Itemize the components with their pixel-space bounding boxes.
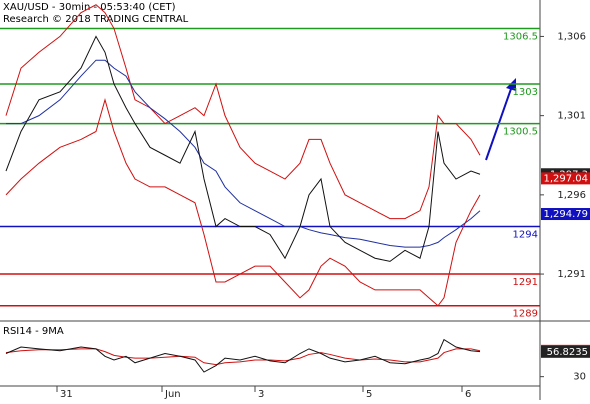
y-tick-label: 30	[573, 372, 586, 383]
x-tick-label: Jun	[164, 389, 181, 400]
level-label: 1306.5	[503, 32, 538, 43]
y-tick-label: 1,296	[557, 190, 586, 201]
x-tick-label: 3	[258, 389, 264, 400]
level-label: 1294	[513, 230, 538, 241]
level-label: 1300.5	[503, 127, 538, 138]
price-tag	[541, 345, 590, 358]
chart-subtitle: Research © 2018 TRADING CENTRAL	[3, 14, 189, 25]
price-tag-label: 1,294.79	[543, 209, 588, 220]
series-line	[5, 338, 481, 373]
level-label: 1291	[513, 277, 538, 288]
level-label: 1303	[513, 87, 538, 98]
y-tick-label: 1,301	[557, 111, 586, 122]
price-tag-label: 1,297.04	[543, 173, 588, 184]
level-label: 1289	[513, 309, 538, 320]
series-line	[5, 35, 481, 262]
series-line	[5, 348, 481, 366]
series-line	[5, 4, 481, 220]
series-line	[6, 59, 481, 248]
price-tag-label: 56.8235	[547, 347, 588, 358]
x-tick-label: 5	[366, 389, 372, 400]
rsi-title: RSI14 - 9MA	[3, 326, 64, 337]
x-tick-label: 31	[60, 389, 73, 400]
price-tag	[541, 208, 590, 221]
price-tag	[541, 172, 590, 185]
series-line	[5, 97, 481, 307]
x-tick-label: 6	[465, 389, 471, 400]
chart-title: XAU/USD - 30min - 05:53:40 (CET)	[3, 2, 176, 13]
y-tick-label: 1,291	[557, 269, 586, 280]
y-tick-label: 1,306	[557, 31, 586, 42]
